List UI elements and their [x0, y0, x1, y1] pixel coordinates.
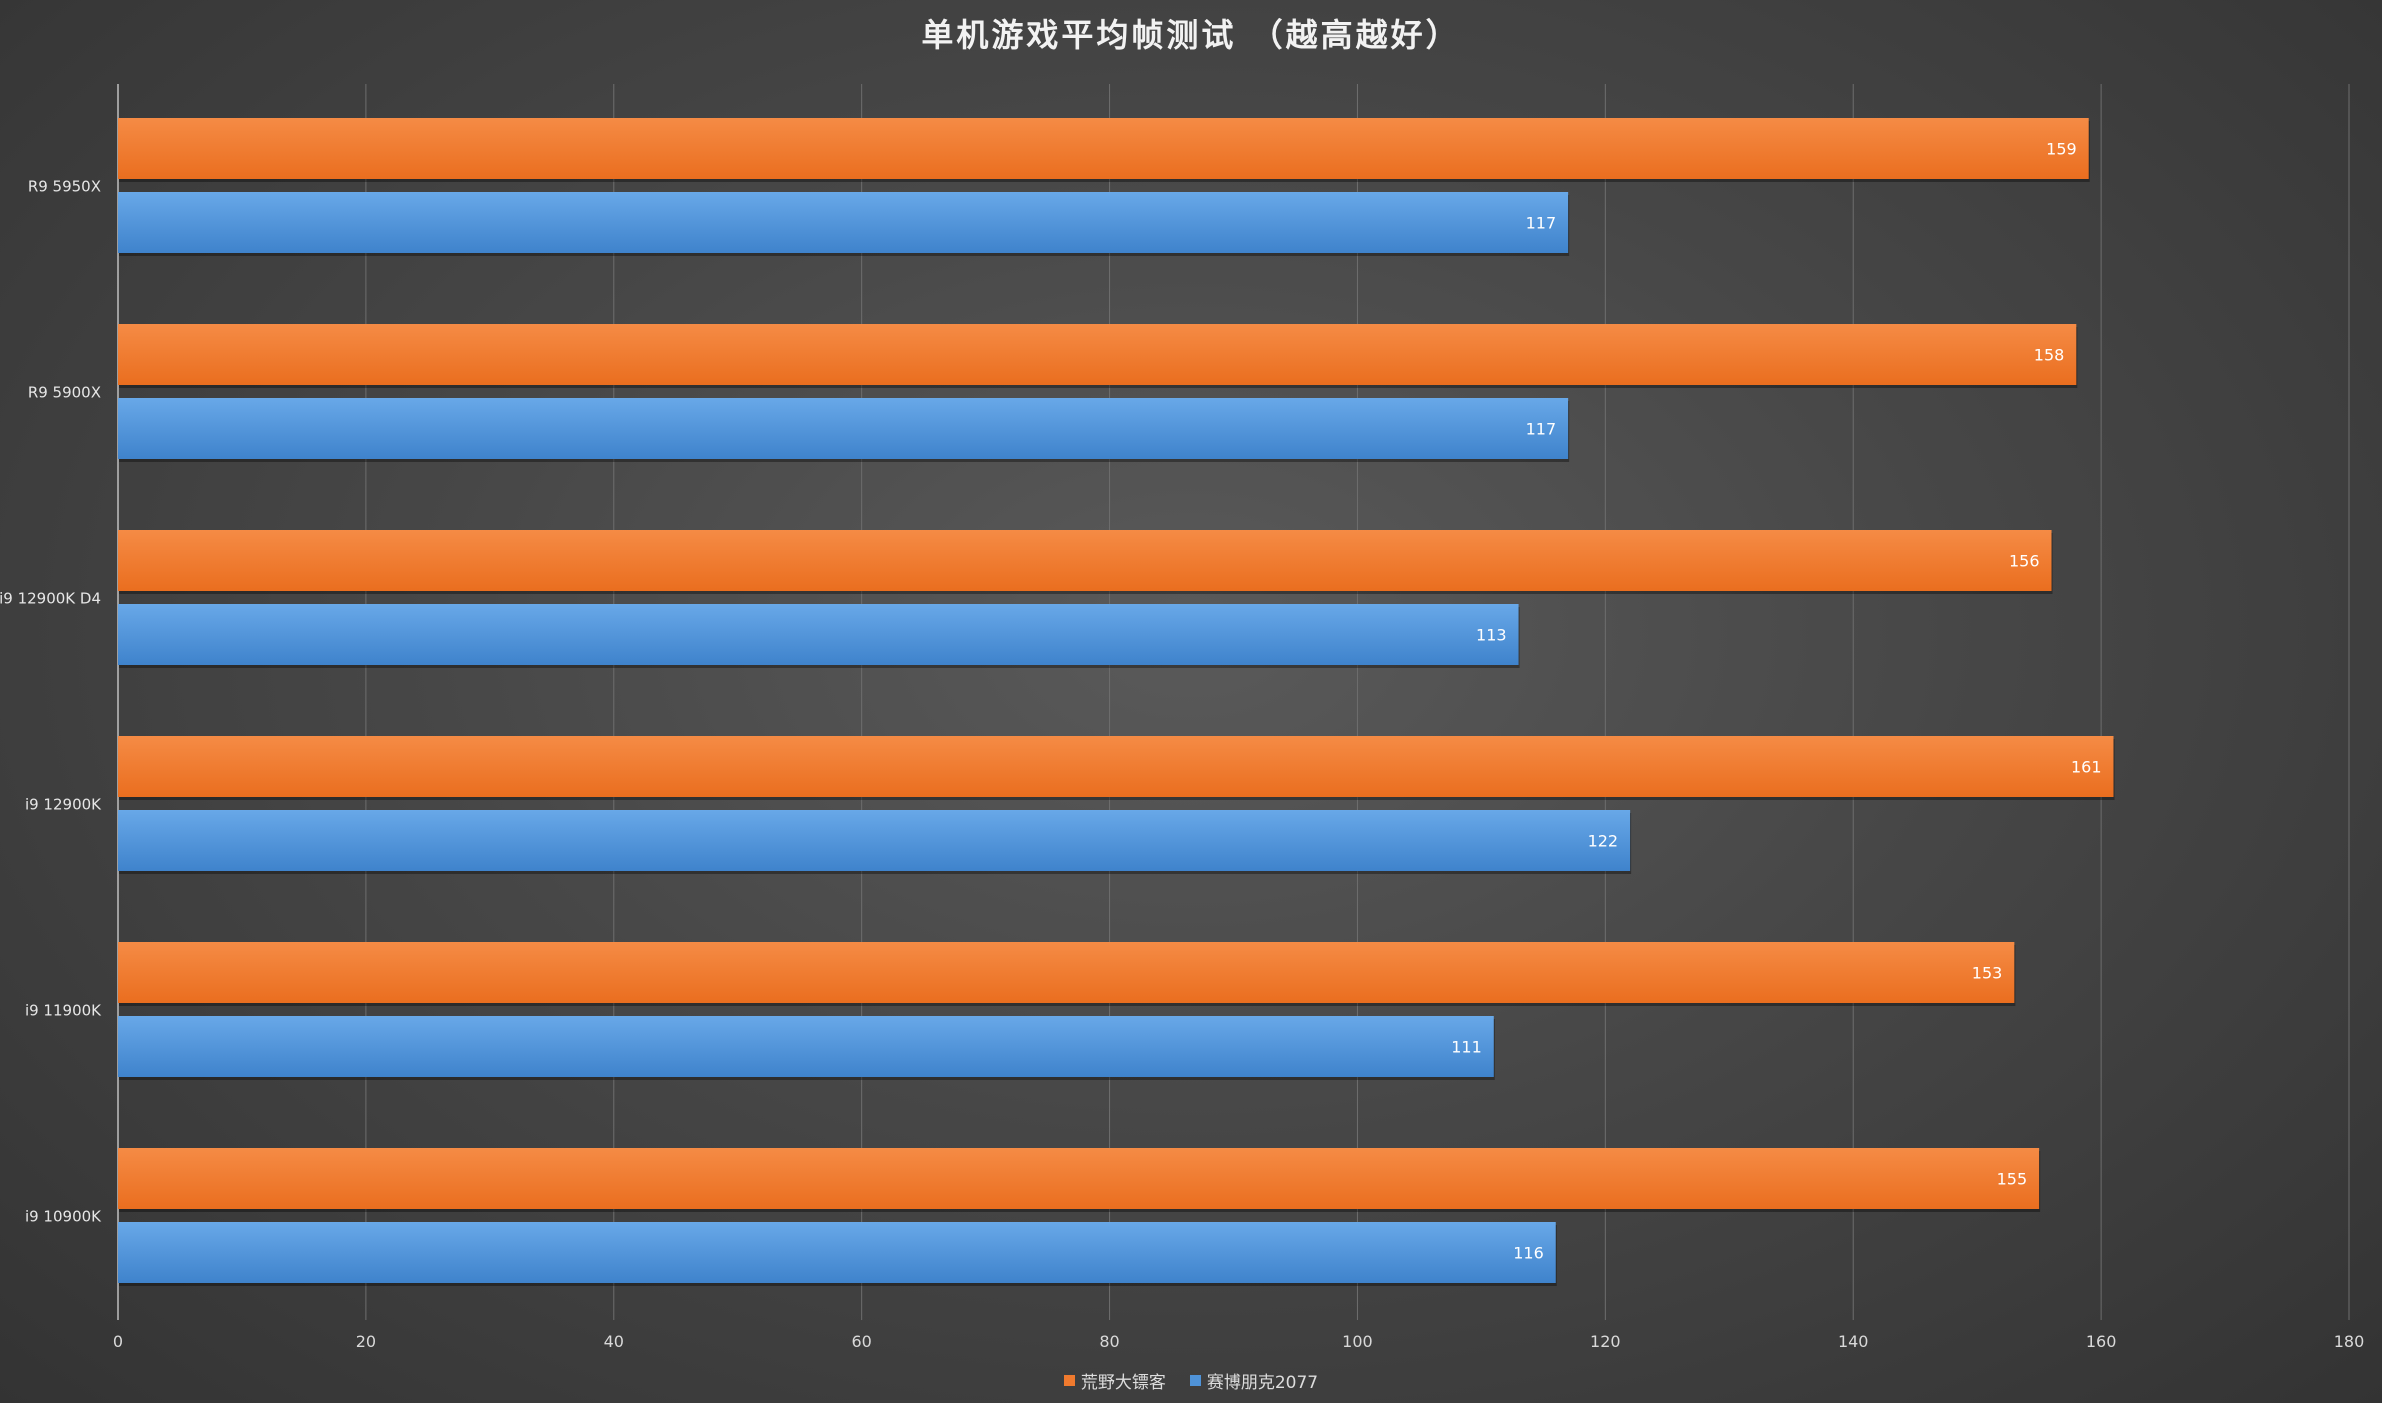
bar-4-1[interactable] — [118, 1016, 1494, 1077]
legend-item-series-0[interactable]: 荒野大镖客 — [1063, 1368, 1166, 1393]
category-label-3: i9 12900K — [25, 796, 102, 814]
bar-3-0[interactable] — [118, 736, 2114, 797]
legend-label-series-1: 赛博朋克2077 — [1206, 1373, 1319, 1393]
category-label-5: i9 10900K — [25, 1208, 102, 1226]
x-tick-label-9: 180 — [2334, 1332, 2365, 1351]
data-label-3-0: 161 — [2071, 758, 2102, 777]
bar-0-0[interactable] — [118, 118, 2089, 179]
x-tick-label-3: 60 — [851, 1332, 871, 1351]
x-tick-label-4: 80 — [1099, 1332, 1119, 1351]
chart-title: 单机游戏平均帧测试 （越高越好） — [921, 16, 1461, 54]
data-label-4-1: 111 — [1451, 1038, 1482, 1057]
data-label-2-0: 156 — [2009, 552, 2040, 571]
data-label-0-0: 159 — [2046, 140, 2077, 159]
data-label-4-0: 153 — [1972, 964, 2003, 983]
legend-swatch-series-0 — [1063, 1375, 1075, 1386]
bar-3-1[interactable] — [118, 810, 1631, 871]
bar-2-0[interactable] — [118, 530, 2052, 591]
legend-label-series-0: 荒野大镖客 — [1080, 1373, 1166, 1393]
category-label-4: i9 11900K — [25, 1002, 102, 1020]
bars — [118, 118, 2115, 1286]
data-label-5-0: 155 — [1997, 1170, 2028, 1189]
data-label-0-1: 117 — [1526, 214, 1557, 233]
x-tick-label-5: 100 — [1342, 1332, 1373, 1351]
x-tick-label-8: 160 — [2086, 1332, 2117, 1351]
x-tick-label-0: 0 — [113, 1332, 123, 1351]
bar-1-1[interactable] — [118, 398, 1569, 459]
data-label-3-1: 122 — [1588, 832, 1619, 851]
grid-lines — [117, 84, 2350, 1320]
category-label-1: R9 5900X — [28, 384, 101, 402]
bar-5-0[interactable] — [118, 1148, 2040, 1209]
bar-5-1[interactable] — [118, 1222, 1556, 1283]
x-tick-label-7: 140 — [1838, 1332, 1869, 1351]
data-label-5-1: 116 — [1513, 1244, 1544, 1263]
legend-item-series-1[interactable]: 赛博朋克2077 — [1189, 1368, 1319, 1393]
data-label-1-1: 117 — [1526, 420, 1557, 439]
legend: 荒野大镖客 赛博朋克2077 — [0, 1368, 2382, 1393]
x-tick-label-2: 40 — [604, 1332, 624, 1351]
bar-2-1[interactable] — [118, 604, 1519, 665]
x-tick-label-1: 20 — [356, 1332, 376, 1351]
data-label-2-1: 113 — [1476, 626, 1507, 645]
bar-1-0[interactable] — [118, 324, 2077, 385]
category-label-0: R9 5950X — [28, 178, 101, 196]
bar-0-1[interactable] — [118, 192, 1569, 253]
x-tick-label-6: 120 — [1590, 1332, 1621, 1351]
data-label-1-0: 158 — [2034, 346, 2065, 365]
legend-swatch-series-1 — [1189, 1375, 1201, 1386]
category-label-2: i9 12900K D4 — [0, 590, 101, 608]
labels: 0 20 40 60 80 100 120 140 160 180 159 117 R9 5950X 15… — [0, 140, 2364, 1352]
bar-4-0[interactable] — [118, 942, 2015, 1003]
